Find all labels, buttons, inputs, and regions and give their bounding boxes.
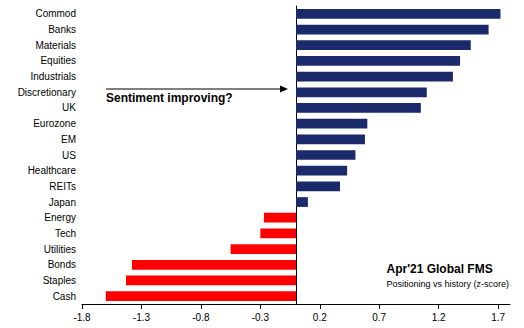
svg-text:-1.3: -1.3 — [133, 312, 151, 323]
svg-text:-0.3: -0.3 — [252, 312, 270, 323]
svg-text:Commod: Commod — [35, 8, 76, 19]
svg-text:Banks: Banks — [48, 24, 76, 35]
svg-text:Positioning vs history (z-scor: Positioning vs history (z-score) — [386, 279, 509, 289]
svg-text:Bonds: Bonds — [48, 259, 76, 270]
svg-text:Eurozone: Eurozone — [33, 118, 76, 129]
svg-text:-0.8: -0.8 — [192, 312, 210, 323]
svg-text:Discretionary: Discretionary — [18, 87, 76, 98]
svg-text:Industrials: Industrials — [30, 71, 76, 82]
svg-text:1.7: 1.7 — [491, 312, 505, 323]
svg-text:Materials: Materials — [35, 40, 76, 51]
svg-text:REITs: REITs — [49, 181, 76, 192]
svg-text:1.2: 1.2 — [432, 312, 446, 323]
svg-text:Japan: Japan — [49, 197, 76, 208]
svg-text:Sentiment improving?: Sentiment improving? — [106, 91, 233, 105]
svg-text:UK: UK — [62, 102, 76, 113]
svg-text:Apr'21 Global FMS: Apr'21 Global FMS — [386, 262, 492, 276]
svg-text:0.2: 0.2 — [313, 312, 327, 323]
svg-text:0.7: 0.7 — [372, 312, 386, 323]
svg-text:Utilities: Utilities — [44, 244, 76, 255]
svg-text:Energy: Energy — [44, 212, 76, 223]
svg-text:EM: EM — [61, 134, 76, 145]
svg-text:US: US — [62, 150, 76, 161]
svg-text:Tech: Tech — [55, 228, 76, 239]
svg-text:Healthcare: Healthcare — [28, 165, 77, 176]
svg-text:Staples: Staples — [43, 275, 76, 286]
svg-text:Equities: Equities — [40, 55, 76, 66]
svg-text:Cash: Cash — [53, 291, 76, 302]
svg-text:-1.8: -1.8 — [73, 312, 91, 323]
